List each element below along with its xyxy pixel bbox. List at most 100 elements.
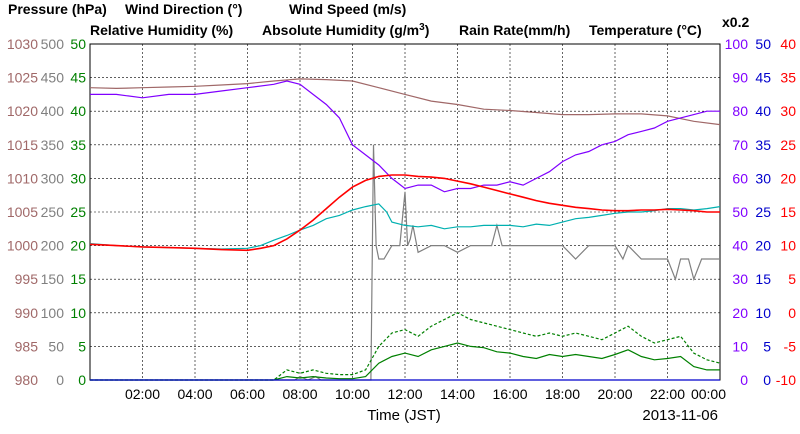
y-tick-label-relative-humidity: 90 xyxy=(732,70,748,86)
y-tick-label-pressure: 1005 xyxy=(7,204,38,220)
y-tick-label-wind-direction: 400 xyxy=(41,103,65,119)
y-tick-label-wind-direction: 250 xyxy=(41,204,65,220)
series-temperature-c xyxy=(89,174,720,252)
header-absolute-humidity-close: ) xyxy=(425,22,430,38)
y-tick-label-temperature: 20 xyxy=(780,170,796,186)
y-tick-label-wind-speed: 15 xyxy=(70,271,86,287)
y-tick-label-wind-direction: 150 xyxy=(41,271,65,287)
y-tick-label-rain-rate: 45 xyxy=(755,70,771,86)
y-tick-label-wind-speed: 25 xyxy=(70,204,86,220)
y-tick-label-relative-humidity: 40 xyxy=(732,238,748,254)
series-wind-speed-gust-m-s xyxy=(90,312,721,381)
y-tick-label-temperature: 30 xyxy=(780,103,796,119)
y-tick-label-relative-humidity: 50 xyxy=(732,204,748,220)
y-tick-label-temperature: 15 xyxy=(780,204,796,220)
y-tick-label-relative-humidity: 20 xyxy=(732,305,748,321)
y-tick-label-wind-speed: 30 xyxy=(70,170,86,186)
series-wind-speed-m-s xyxy=(90,342,720,381)
y-tick-label-pressure: 1010 xyxy=(7,170,38,186)
y-tick-label-relative-humidity: 70 xyxy=(732,137,748,153)
y-tick-label-pressure: 1000 xyxy=(7,238,38,254)
y-tick-label-pressure: 1015 xyxy=(7,137,38,153)
y-tick-label-wind-speed: 40 xyxy=(70,103,86,119)
y-tick-label-wind-direction: 50 xyxy=(48,338,64,354)
y-tick-label-relative-humidity: 0 xyxy=(740,372,748,388)
header-absolute-humidity: Absolute Humidity (g/m3) xyxy=(262,22,429,38)
y-tick-label-wind-direction: 350 xyxy=(41,137,65,153)
x-tick-label: 00:00 xyxy=(691,386,726,402)
y-tick-label-rain-rate: 0 xyxy=(763,372,771,388)
y-tick-label-relative-humidity: 30 xyxy=(732,271,748,287)
y-tick-label-wind-direction: 200 xyxy=(41,238,65,254)
y-tick-label-relative-humidity: 60 xyxy=(732,170,748,186)
chart-date: 2013-11-06 xyxy=(642,407,718,424)
y-tick-label-relative-humidity: 80 xyxy=(732,103,748,119)
y-tick-label-rain-rate: 15 xyxy=(755,271,771,287)
x-tick-label: 08:00 xyxy=(282,386,317,402)
header-absolute-humidity-sup: 3 xyxy=(419,22,425,33)
y-tick-label-pressure: 1025 xyxy=(7,70,38,86)
chart-header: Pressure (hPa) Wind Direction (°) Wind S… xyxy=(8,1,749,38)
y-tick-label-relative-humidity: 10 xyxy=(732,338,748,354)
x-tick-label: 18:00 xyxy=(545,386,580,402)
axis-ticks: 02:00 04:00 06:00 08:00 10:00 12:00 14:00 16:00… xyxy=(7,36,796,402)
y-tick-label-rain-rate: 5 xyxy=(763,338,771,354)
series-relative-humidity xyxy=(90,80,720,193)
header-pressure: Pressure (hPa) xyxy=(8,1,107,17)
header-scale-factor: x0.2 xyxy=(722,14,749,30)
y-tick-label-wind-direction: 450 xyxy=(41,70,65,86)
x-axis-title: Time (JST) xyxy=(367,407,441,424)
y-tick-label-rain-rate: 50 xyxy=(755,36,771,52)
y-tick-label-temperature: 40 xyxy=(780,36,796,52)
y-tick-label-wind-direction: 100 xyxy=(41,305,65,321)
header-wind-direction: Wind Direction (°) xyxy=(125,1,242,17)
x-tick-label: 06:00 xyxy=(230,386,265,402)
header-relative-humidity: Relative Humidity (%) xyxy=(90,22,233,38)
y-tick-label-rain-rate: 10 xyxy=(755,305,771,321)
header-absolute-humidity-label: Absolute Humidity (g/m xyxy=(262,22,419,38)
y-tick-label-wind-direction: 500 xyxy=(41,36,65,52)
y-tick-label-wind-direction: 300 xyxy=(41,170,65,186)
y-tick-label-temperature: 5 xyxy=(788,271,796,287)
x-tick-label: 14:00 xyxy=(440,386,475,402)
y-tick-label-rain-rate: 40 xyxy=(755,103,771,119)
series-layer xyxy=(89,78,721,381)
x-tick-label: 12:00 xyxy=(387,386,422,402)
y-tick-label-temperature: 35 xyxy=(780,70,796,86)
y-tick-label-temperature: 25 xyxy=(780,137,796,153)
chart-grid xyxy=(90,44,720,380)
y-tick-label-rain-rate: 30 xyxy=(755,170,771,186)
y-tick-label-wind-speed: 50 xyxy=(70,36,86,52)
y-tick-label-wind-speed: 10 xyxy=(70,305,86,321)
y-tick-label-rain-rate: 25 xyxy=(755,204,771,220)
y-tick-label-wind-speed: 35 xyxy=(70,137,86,153)
header-temperature: Temperature (°C) xyxy=(589,22,702,38)
y-tick-label-rain-rate: 35 xyxy=(755,137,771,153)
x-tick-label: 04:00 xyxy=(177,386,212,402)
y-tick-label-relative-humidity: 100 xyxy=(725,36,749,52)
y-tick-label-wind-speed: 45 xyxy=(70,70,86,86)
x-tick-label: 02:00 xyxy=(125,386,160,402)
y-tick-label-temperature: 0 xyxy=(788,305,796,321)
x-tick-label: 20:00 xyxy=(597,386,632,402)
y-tick-label-wind-speed: 20 xyxy=(70,238,86,254)
y-tick-label-rain-rate: 20 xyxy=(755,238,771,254)
y-tick-label-wind-direction: 0 xyxy=(56,372,64,388)
y-tick-label-wind-speed: 5 xyxy=(78,338,86,354)
x-tick-label: 16:00 xyxy=(492,386,527,402)
series-wind-direction xyxy=(90,144,720,381)
header-rain-rate: Rain Rate(mm/h) xyxy=(459,22,570,38)
header-wind-speed: Wind Speed (m/s) xyxy=(289,1,406,17)
series-pressure-hpa xyxy=(89,78,721,126)
series-absolute-humidity-g-m xyxy=(89,203,721,250)
y-tick-label-pressure: 985 xyxy=(15,338,39,354)
y-tick-label-pressure: 1030 xyxy=(7,36,38,52)
y-tick-label-pressure: 1020 xyxy=(7,103,38,119)
y-tick-label-pressure: 980 xyxy=(15,372,39,388)
y-tick-label-pressure: 990 xyxy=(15,305,39,321)
y-tick-label-temperature: -10 xyxy=(776,372,796,388)
x-tick-label: 10:00 xyxy=(335,386,370,402)
y-tick-label-temperature: -5 xyxy=(784,338,797,354)
y-tick-label-wind-speed: 0 xyxy=(78,372,86,388)
